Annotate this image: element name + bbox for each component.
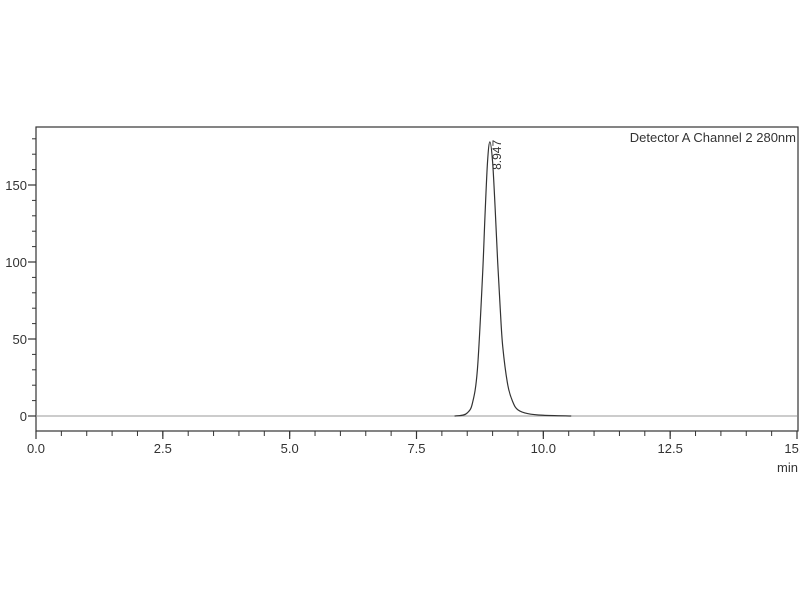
x-tick-label: 2.5: [154, 441, 172, 456]
x-tick-label: 12.5: [658, 441, 683, 456]
y-tick-label: 150: [5, 178, 27, 193]
x-tick-label: 15.0: [784, 441, 800, 456]
y-tick-label: 50: [13, 332, 27, 347]
x-tick-label: 7.5: [407, 441, 425, 456]
peak-label: 8.947: [490, 140, 504, 170]
x-tick-label: 10.0: [531, 441, 556, 456]
legend-label: Detector A Channel 2 280nm: [630, 130, 796, 145]
y-tick-label: 0: [20, 409, 27, 424]
x-tick-label: 0.0: [27, 441, 45, 456]
x-tick-label: 5.0: [281, 441, 299, 456]
series-trace: [454, 141, 572, 417]
y-tick-label: 100: [5, 255, 27, 270]
plot-frame: [35, 126, 799, 432]
x-axis-label: min: [777, 460, 798, 475]
